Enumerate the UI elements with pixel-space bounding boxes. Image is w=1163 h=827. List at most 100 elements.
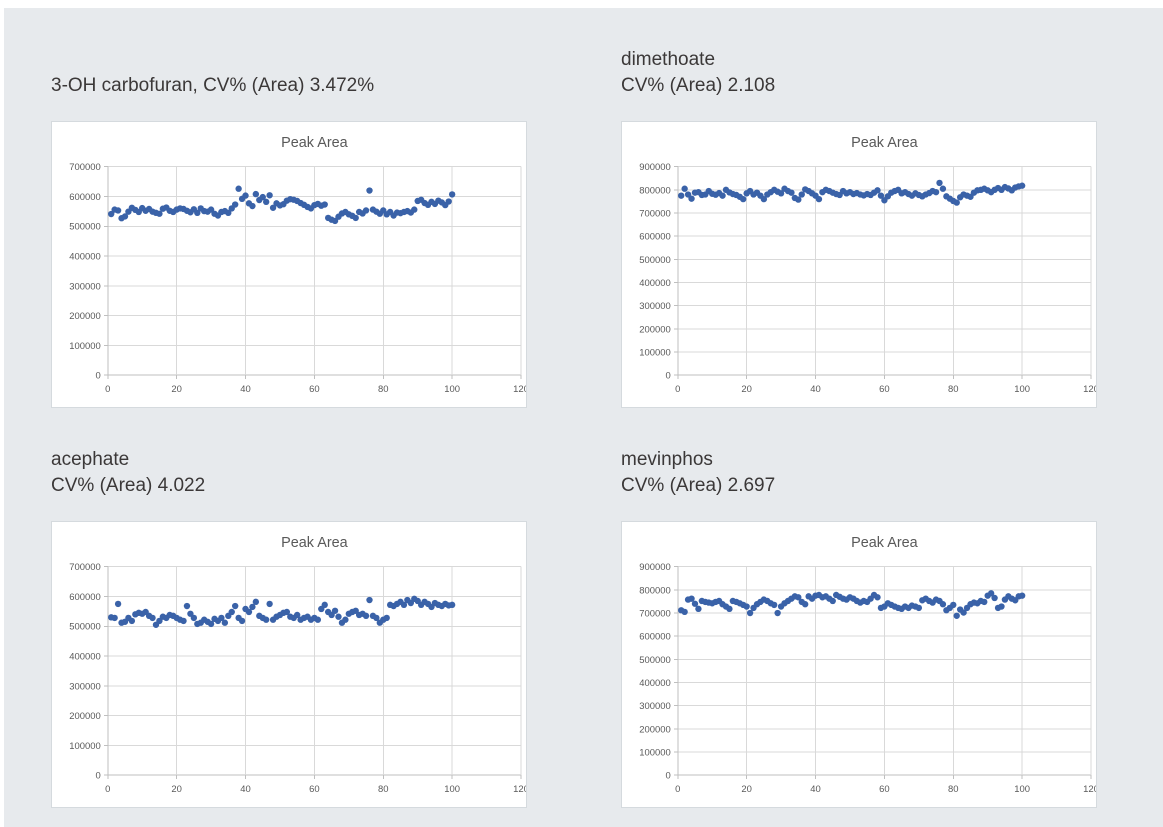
x-axis-tick-label: 80 <box>378 384 389 395</box>
y-axis-tick-label: 700000 <box>69 562 101 573</box>
chart-heading: 3-OH carbofuran, CV% (Area) 3.472% <box>51 41 527 99</box>
chart-cell-mevinphos: mevinphos CV% (Area) 2.697 0 100000 200000 3… <box>621 441 1097 808</box>
x-axis-tick-label: 80 <box>948 384 959 395</box>
chart-title: Peak Area <box>851 535 919 551</box>
y-axis-tick-label: 600000 <box>69 192 101 203</box>
data-point <box>366 187 373 194</box>
x-axis-tick-label: 0 <box>675 784 680 795</box>
y-axis-tick-label: 300000 <box>69 681 101 692</box>
y-axis-tick-label: 900000 <box>639 162 671 173</box>
chart-heading-line: mevinphos <box>621 449 713 470</box>
chart-title: Peak Area <box>281 535 349 551</box>
x-axis-tick-label: 80 <box>378 784 389 795</box>
data-point <box>798 191 805 198</box>
x-axis-tick-label: 20 <box>741 784 752 795</box>
y-axis-tick-label: 100000 <box>69 741 101 752</box>
x-axis-tick-label: 100 <box>1014 784 1030 795</box>
data-point <box>877 192 885 199</box>
x-axis-tick-label: 20 <box>741 384 752 395</box>
data-point <box>249 603 256 611</box>
data-point <box>746 609 754 617</box>
data-point <box>373 614 380 622</box>
data-point <box>218 614 225 622</box>
peak-area-scatter-chart: 0 100000 200000 300000 400000 500000 600000 700… <box>69 135 526 395</box>
data-point <box>953 612 960 619</box>
data-point <box>939 601 947 608</box>
y-axis-tick-label: 200000 <box>639 324 671 335</box>
chart-heading: mevinphos CV% (Area) 2.697 <box>621 441 1097 499</box>
data-point <box>774 609 781 617</box>
data-point <box>283 608 291 616</box>
x-axis-tick-label: 100 <box>1014 384 1030 395</box>
x-axis-tick-label: 60 <box>309 784 320 795</box>
x-axis-tick-label: 40 <box>810 784 821 795</box>
x-axis-tick-label: 120 <box>513 384 526 395</box>
data-point <box>400 601 408 608</box>
y-axis-tick-label: 600000 <box>69 592 101 603</box>
y-axis-tick-label: 200000 <box>69 711 101 722</box>
chart-panel: 0 100000 200000 300000 400000 500000 600000 700… <box>621 521 1097 808</box>
data-point <box>998 603 1005 610</box>
data-point <box>726 605 733 613</box>
data-point <box>960 609 967 616</box>
y-axis-tick-label: 400000 <box>69 252 101 263</box>
data-point <box>180 617 187 625</box>
data-point <box>321 201 328 208</box>
data-point <box>259 193 266 201</box>
x-axis-tick-label: 40 <box>240 384 251 395</box>
data-point <box>939 185 947 192</box>
x-axis-tick-label: 80 <box>948 784 959 795</box>
data-point <box>448 601 456 608</box>
y-axis-tick-label: 200000 <box>639 724 671 735</box>
data-point <box>121 213 129 220</box>
x-axis-tick-label: 60 <box>309 384 320 395</box>
data-point <box>362 207 370 214</box>
data-point <box>238 617 246 625</box>
chart-panel: 0 100000 200000 300000 400000 500000 600000 700… <box>51 121 527 408</box>
y-axis-tick-label: 100000 <box>69 341 101 352</box>
x-axis-tick-label: 60 <box>879 384 890 395</box>
data-point <box>777 190 785 197</box>
data-point <box>760 195 768 203</box>
data-point <box>719 192 726 199</box>
data-point <box>190 614 198 622</box>
data-point <box>352 214 359 222</box>
y-axis-tick-label: 800000 <box>639 585 671 596</box>
data-point <box>815 195 823 203</box>
y-axis-tick-label: 400000 <box>639 678 671 689</box>
chart-heading: acephate CV% (Area) 4.022 <box>51 441 527 499</box>
data-point <box>829 597 836 605</box>
x-axis-tick-label: 100 <box>444 784 460 795</box>
data-point <box>411 206 418 213</box>
y-axis-tick-label: 400000 <box>69 652 101 663</box>
chart-title: Peak Area <box>281 135 349 151</box>
data-point <box>932 188 940 196</box>
y-axis-tick-label: 0 <box>96 371 101 382</box>
data-point <box>149 614 156 622</box>
peak-area-scatter-chart: 0 100000 200000 300000 400000 500000 600000 700… <box>69 535 526 795</box>
data-point <box>156 210 163 217</box>
chart-heading: dimethoate CV% (Area) 2.108 <box>621 41 1097 99</box>
y-axis-tick-label: 700000 <box>639 209 671 220</box>
data-point <box>331 607 339 614</box>
data-point <box>262 198 270 206</box>
x-axis-tick-label: 120 <box>1083 384 1096 395</box>
chart-heading-line: acephate <box>51 449 130 470</box>
data-point <box>335 613 342 620</box>
data-point <box>1018 182 1026 189</box>
data-point <box>235 185 242 192</box>
y-axis-tick-label: 300000 <box>639 301 671 312</box>
y-axis-tick-label: 500000 <box>639 255 671 266</box>
data-point <box>108 210 115 218</box>
data-point <box>111 614 118 622</box>
data-point <box>953 199 960 206</box>
y-axis-tick-label: 500000 <box>639 655 671 666</box>
data-point <box>987 590 995 597</box>
data-point <box>801 601 809 608</box>
data-point <box>269 204 277 211</box>
x-axis-tick-label: 120 <box>1083 784 1096 795</box>
x-axis-tick-label: 0 <box>675 384 680 395</box>
x-axis-tick-label: 120 <box>513 784 526 795</box>
data-point <box>242 192 249 199</box>
